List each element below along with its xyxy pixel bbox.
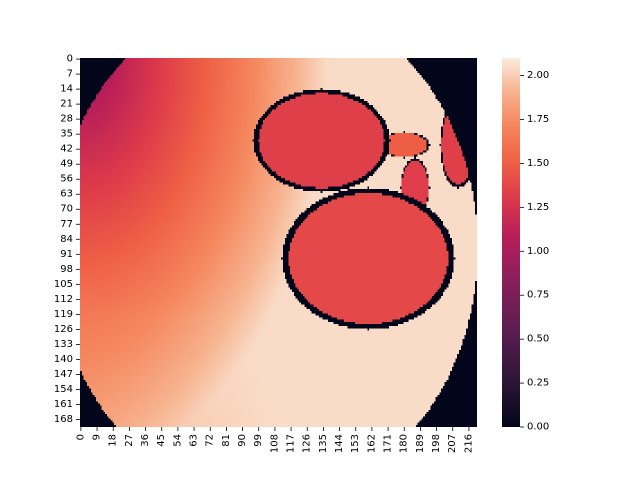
x-tick-label: 207 <box>447 434 458 453</box>
y-tick-label: 133 <box>54 339 73 350</box>
y-tick-label: 14 <box>60 84 73 95</box>
y-tick-label: 35 <box>60 129 73 140</box>
y-tick-label: 126 <box>54 324 73 335</box>
x-tick-label: 108 <box>269 434 280 453</box>
colorbar-ticks: 0.00 0.25 0.50 0.75 1.00 1.25 1.50 1.75 2.00 <box>520 70 549 433</box>
heatmap-cells <box>80 58 477 427</box>
y-tick-label: 0 <box>67 54 73 65</box>
y-tick-label: 28 <box>60 114 73 125</box>
y-tick-label: 161 <box>54 399 73 410</box>
x-tick-label: 189 <box>415 434 426 453</box>
colorbar-tick-label: 1.50 <box>527 158 549 169</box>
colorbar-tick-label: 0.50 <box>527 334 549 345</box>
x-tick-label: 72 <box>205 434 216 447</box>
colorbar-tick-label: 2.00 <box>527 70 549 81</box>
y-tick-label: 168 <box>54 414 73 425</box>
x-tick-label: 99 <box>253 434 264 447</box>
y-axis-ticks: 0 7 14 21 28 35 42 49 56 63 70 77 84 91 98 105 112 119 126… <box>54 54 80 425</box>
y-tick-label: 147 <box>54 369 73 380</box>
y-tick-label: 63 <box>60 189 73 200</box>
y-tick-label: 84 <box>60 234 73 245</box>
colorbar-gradient <box>502 58 520 427</box>
x-tick-label: 144 <box>334 434 345 453</box>
colorbar-tick-label: 1.75 <box>527 114 549 125</box>
x-tick-label: 180 <box>399 434 410 453</box>
heatmap-plot-area <box>80 58 477 427</box>
y-tick-label: 91 <box>60 249 73 260</box>
colorbar-tick-label: 0.75 <box>527 290 549 301</box>
x-tick-label: 135 <box>318 434 329 453</box>
x-tick-label: 117 <box>286 434 297 453</box>
y-tick-label: 56 <box>60 174 73 185</box>
x-tick-label: 63 <box>189 434 200 447</box>
colorbar: 0.00 0.25 0.50 0.75 1.00 1.25 1.50 1.75 2.00 <box>502 58 549 433</box>
y-tick-label: 140 <box>54 354 73 365</box>
x-tick-label: 126 <box>302 434 313 453</box>
x-tick-label: 45 <box>156 434 167 447</box>
colorbar-tick-label: 0.00 <box>527 422 549 433</box>
x-tick-label: 9 <box>92 434 103 440</box>
colorbar-tick-label: 0.25 <box>527 378 549 389</box>
x-tick-label: 54 <box>172 434 183 447</box>
y-tick-label: 7 <box>67 69 73 80</box>
x-tick-label: 81 <box>221 434 232 447</box>
colorbar-tick-label: 1.25 <box>527 202 549 213</box>
y-tick-label: 98 <box>60 264 73 275</box>
x-tick-label: 153 <box>350 434 361 453</box>
x-tick-label: 90 <box>237 434 248 447</box>
y-tick-label: 112 <box>54 294 73 305</box>
y-tick-label: 42 <box>60 144 73 155</box>
x-tick-label: 36 <box>140 434 151 447</box>
y-tick-label: 49 <box>60 159 73 170</box>
y-tick-label: 77 <box>60 219 73 230</box>
x-tick-label: 162 <box>366 434 377 453</box>
x-axis-ticks: 0 9 18 27 36 45 54 63 72 81 90 99 108 117 126 135 144 153… <box>75 427 474 453</box>
y-tick-label: 105 <box>54 279 73 290</box>
x-tick-label: 0 <box>75 434 86 440</box>
x-tick-label: 18 <box>108 434 119 447</box>
y-tick-label: 21 <box>60 99 73 110</box>
y-tick-label: 119 <box>54 309 73 320</box>
y-tick-label: 154 <box>54 384 73 395</box>
x-tick-label: 171 <box>383 434 394 453</box>
y-tick-label: 70 <box>60 204 73 215</box>
x-tick-label: 27 <box>124 434 135 447</box>
x-tick-label: 198 <box>431 434 442 453</box>
colorbar-tick-label: 1.00 <box>527 246 549 257</box>
x-tick-label: 216 <box>463 434 474 453</box>
